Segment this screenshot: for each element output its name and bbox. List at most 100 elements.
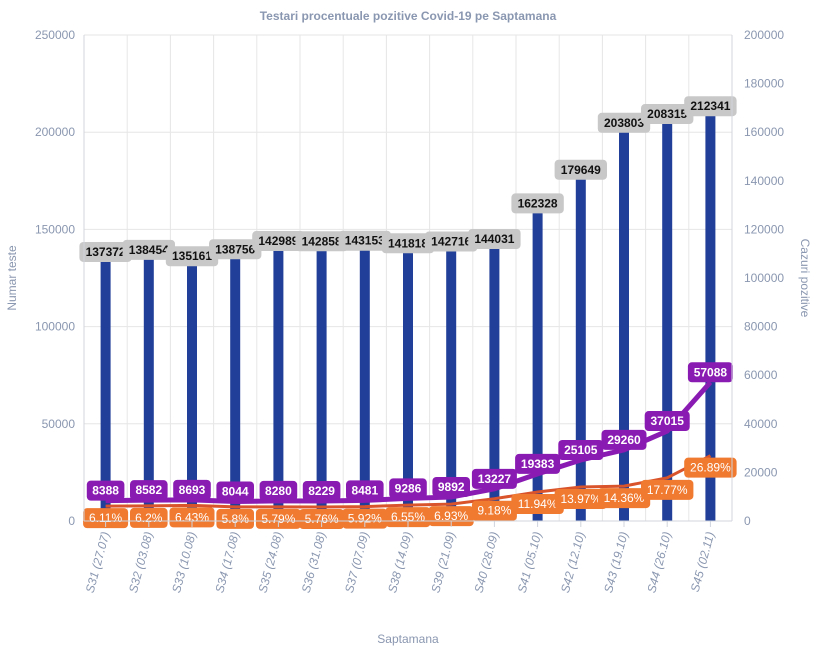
percent-label-bg <box>471 500 517 521</box>
x-tick-label: S38 (14.09) <box>385 530 415 594</box>
cases-label-bg <box>601 429 647 450</box>
bar-value-label-bg <box>165 246 219 267</box>
percent-label-text: 5.76% <box>305 512 339 526</box>
bars <box>100 108 716 522</box>
bar-value-label-bg <box>79 241 132 262</box>
bar-value-label: 142989 <box>252 231 305 252</box>
percent-label-bg <box>130 507 168 528</box>
x-tick-label: S34 (17.08) <box>212 530 242 594</box>
bar <box>359 242 370 521</box>
bar-value-label: 142858 <box>295 231 348 252</box>
percent-label-bg <box>684 457 737 478</box>
percent-label-text: 5.79% <box>261 512 295 526</box>
y-left-tick-label: 250000 <box>35 28 75 42</box>
cases-label-bg <box>687 362 733 383</box>
bar-value-label-bg <box>381 233 435 254</box>
percent-label-text: 11.94% <box>518 497 558 511</box>
x-tick-label: S37 (07.09) <box>342 530 372 594</box>
percent-line <box>105 454 712 509</box>
y-right-tick-label: 160000 <box>744 125 784 139</box>
percent-label: 14.36% <box>597 488 651 509</box>
bar-value-label-text: 141818 <box>388 236 428 250</box>
cases-label-text: 8044 <box>222 484 249 498</box>
percent-label: 5.79% <box>255 508 301 529</box>
bar-value-label: 142716 <box>425 231 478 252</box>
cases-label-bg <box>515 453 561 474</box>
bar-value-label-text: 138454 <box>129 243 169 257</box>
percent-label: 11.94% <box>511 493 564 514</box>
bar <box>619 124 629 521</box>
bar <box>316 243 327 521</box>
bar-value-label: 144031 <box>468 229 521 250</box>
percent-label-text: 26.89% <box>690 461 731 475</box>
cases-label-bg <box>389 478 427 499</box>
cases-label: 8388 <box>86 480 125 501</box>
y-right-tick-label: 0 <box>744 514 751 528</box>
x-tick-label: S33 (10.08) <box>169 530 199 594</box>
bar <box>705 108 716 521</box>
percent-label-bg <box>169 507 215 528</box>
y-right-tick-label: 140000 <box>744 174 784 188</box>
bar-value-label-text: 162328 <box>518 196 558 210</box>
cases-label-text: 37015 <box>651 414 685 428</box>
bar <box>532 205 543 521</box>
percent-label: 5.92% <box>342 508 388 529</box>
cases-label-text: 19383 <box>521 457 555 471</box>
bar <box>273 243 284 521</box>
bar-value-label-text: 142989 <box>258 234 298 248</box>
bar-value-label: 135161 <box>165 246 219 267</box>
x-tick-label: S35 (24.08) <box>256 530 286 594</box>
bar <box>403 245 413 522</box>
bar <box>662 116 673 521</box>
bar-value-label-bg <box>597 112 651 133</box>
bar-value-label-text: 144031 <box>474 232 514 246</box>
cases-label-bg <box>259 480 298 501</box>
cases-label: 37015 <box>644 411 690 432</box>
bar-value-label-bg <box>295 231 348 252</box>
x-tick-label: S42 (12.10) <box>558 530 588 594</box>
percent-label: 9.18% <box>471 500 517 521</box>
percent-label-bg <box>255 508 301 529</box>
percent-label-text: 13.97% <box>560 492 601 506</box>
cases-label-bg <box>302 481 341 502</box>
bar <box>100 253 111 521</box>
cases-label-text: 8280 <box>265 484 292 498</box>
bar-value-label-text: 137372 <box>86 245 126 259</box>
bar-value-label-bg <box>641 104 694 125</box>
bar-value-label: 138454 <box>122 239 175 260</box>
y-right-tick-label: 200000 <box>744 28 784 42</box>
y-right-tick-label: 120000 <box>744 222 784 236</box>
bar <box>489 241 500 522</box>
percent-label-text: 5.8% <box>222 512 250 526</box>
percent-label-bg <box>342 508 388 529</box>
x-tick-label: S31 (27.07) <box>83 530 113 594</box>
bar-value-label-text: 142716 <box>431 235 471 249</box>
cases-label-text: 57088 <box>694 365 728 379</box>
bar-value-label: 137372 <box>79 241 132 262</box>
percent-label-text: 14.36% <box>604 491 645 505</box>
cases-label-bg <box>644 411 690 432</box>
percent-label: 5.8% <box>216 508 254 529</box>
percent-label: 6.11% <box>83 508 129 529</box>
y-right-tick-label: 40000 <box>744 417 778 431</box>
x-tick-label: S45 (02.11) <box>688 530 718 593</box>
bar-value-label: 212341 <box>684 96 737 117</box>
x-tick-label: S41 (05.10) <box>515 530 545 594</box>
cases-label-text: 25105 <box>564 443 598 457</box>
y-left-tick-label: 50000 <box>42 417 76 431</box>
cases-label-text: 13227 <box>478 472 512 486</box>
cases-label: 19383 <box>515 453 561 474</box>
percent-label: 17.77% <box>641 479 694 500</box>
bar-value-label-bg <box>252 231 305 252</box>
percent-label-bg <box>83 508 129 529</box>
x-tick-label: S36 (31.08) <box>299 530 329 594</box>
bar <box>187 258 197 521</box>
percent-label-text: 9.18% <box>477 504 511 518</box>
cases-label: 8229 <box>302 481 341 502</box>
bar-value-label-bg <box>338 230 391 251</box>
y-left-tick-label: 100000 <box>35 320 75 334</box>
bar-value-label-text: 179649 <box>561 163 601 177</box>
x-tick-label: S44 (26.10) <box>644 530 674 594</box>
